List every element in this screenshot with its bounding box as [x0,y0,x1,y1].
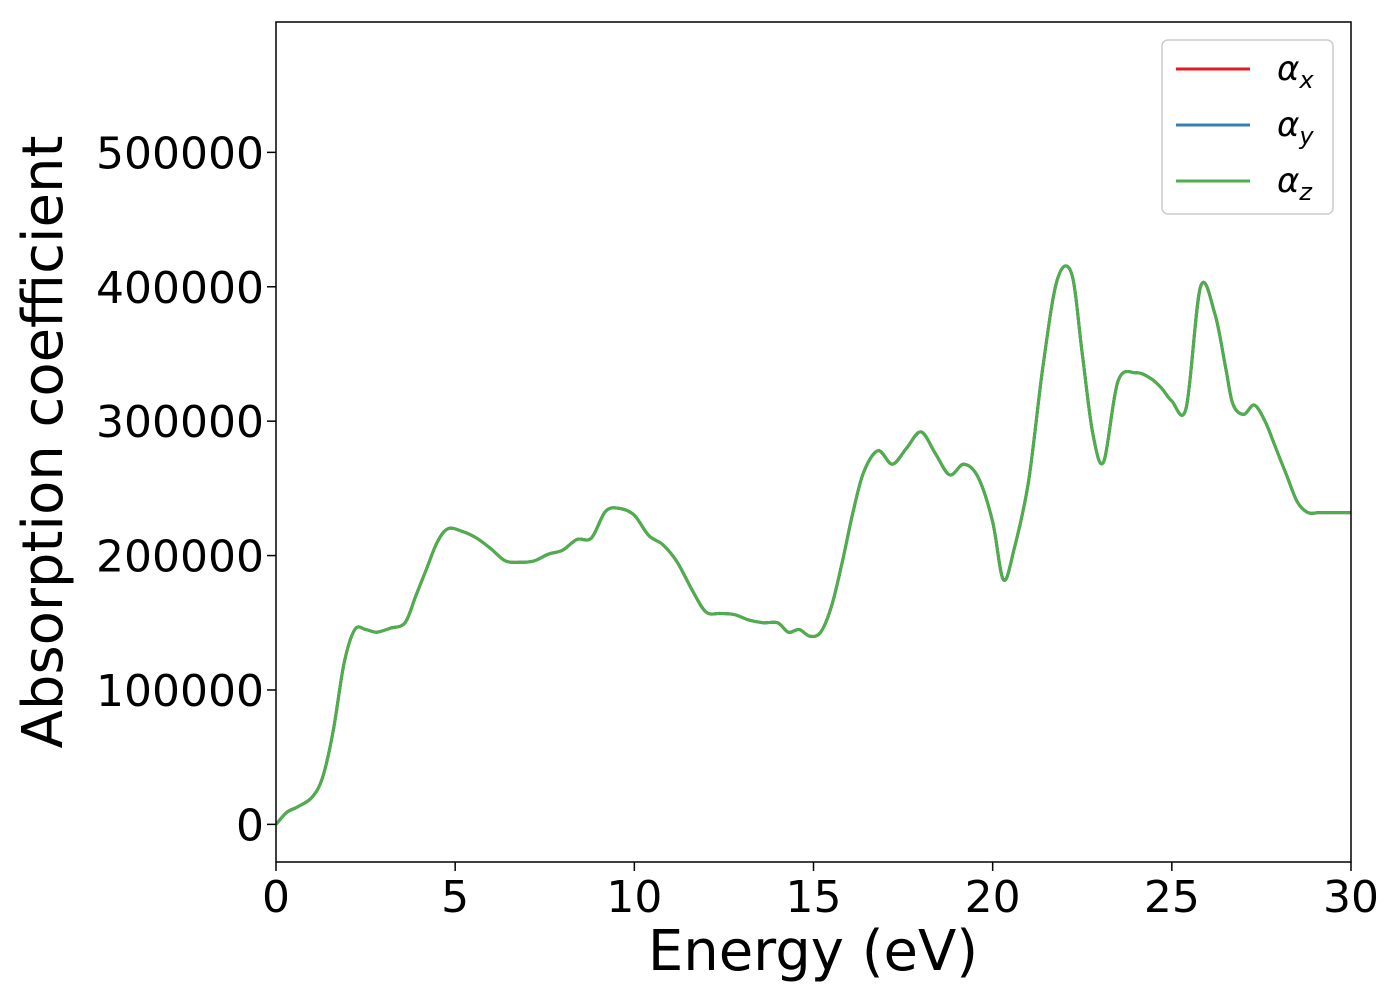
x-tick-label: 5 [441,872,469,923]
legend-label-alpha-x: αx [1277,49,1314,94]
x-tick-label: 20 [965,872,1021,923]
y-tick-label: 400000 [96,263,264,314]
y-axis-title: Absorption coefficient [11,136,76,749]
y-tick-label: 200000 [96,532,264,583]
x-axis-title: Energy (eV) [648,919,978,984]
legend-box [1161,39,1334,215]
y-tick-label: 100000 [96,666,264,717]
legend-label-alpha-y: αy [1277,105,1314,150]
legend-label-alpha-z: αz [1277,161,1313,206]
x-tick-label: 15 [786,872,842,923]
y-tick-label: 0 [236,800,264,851]
legend: αx αy αz [1161,39,1334,215]
x-tick-label: 25 [1144,872,1200,923]
y-tick-label: 500000 [96,128,264,179]
series-line-alpha-z [276,264,1351,826]
y-axis: 0 100000 200000 300000 400000 500000 [96,128,276,851]
x-axis: 0 5 10 15 20 25 30 [262,862,1379,923]
x-tick-label: 10 [606,872,662,923]
x-tick-label: 30 [1323,872,1379,923]
series-layer [276,264,1351,826]
y-tick-label: 300000 [96,397,264,448]
x-tick-label: 0 [262,872,290,923]
